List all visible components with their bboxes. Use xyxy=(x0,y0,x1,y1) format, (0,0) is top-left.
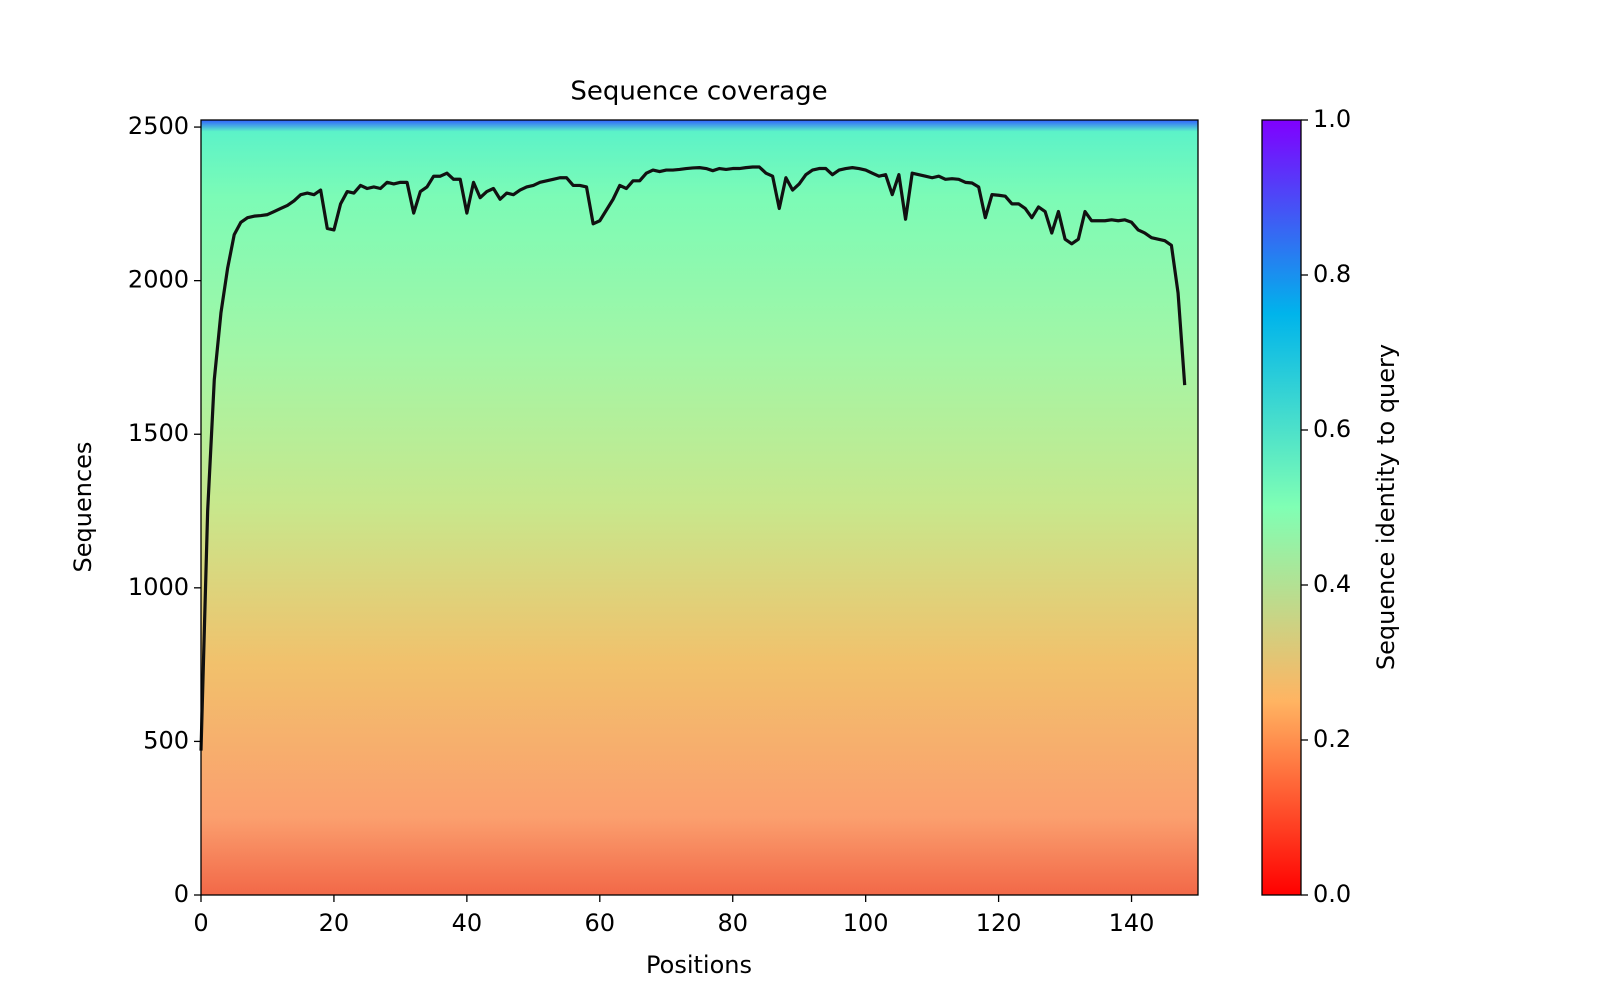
coverage-heatmap xyxy=(201,120,1198,895)
y-tick-label: 500 xyxy=(143,726,189,754)
chart-title: Sequence coverage xyxy=(570,77,827,107)
y-tick-label: 2500 xyxy=(128,112,189,140)
x-tick-label: 40 xyxy=(452,909,483,937)
colorbar-tick-label: 0.4 xyxy=(1313,570,1351,598)
x-tick-label: 60 xyxy=(585,909,616,937)
x-tick-label: 140 xyxy=(1109,909,1155,937)
y-tick-label: 2000 xyxy=(128,266,189,294)
x-tick-label: 20 xyxy=(319,909,350,937)
x-tick-label: 100 xyxy=(843,909,889,937)
x-tick-label: 120 xyxy=(976,909,1022,937)
colorbar-tick-label: 0.8 xyxy=(1313,260,1351,288)
colorbar-tick-label: 1.0 xyxy=(1313,105,1351,133)
x-tick-label: 80 xyxy=(717,909,748,937)
coverage-line xyxy=(199,165,1187,751)
y-axis-label: Sequences xyxy=(69,442,97,573)
colorbar xyxy=(1261,119,1302,896)
y-tick-label: 0 xyxy=(174,880,189,908)
colorbar-tick-label: 0.6 xyxy=(1313,415,1351,443)
x-tick-label: 0 xyxy=(193,909,208,937)
plot-frame xyxy=(200,119,1199,896)
colorbar-label: Sequence identity to query xyxy=(1372,344,1400,670)
colorbar-tick-label: 0.2 xyxy=(1313,725,1351,753)
y-tick-label: 1000 xyxy=(128,573,189,601)
x-axis-label: Positions xyxy=(646,951,752,979)
y-tick-label: 1500 xyxy=(128,419,189,447)
colorbar-tick-label: 0.0 xyxy=(1313,880,1351,908)
